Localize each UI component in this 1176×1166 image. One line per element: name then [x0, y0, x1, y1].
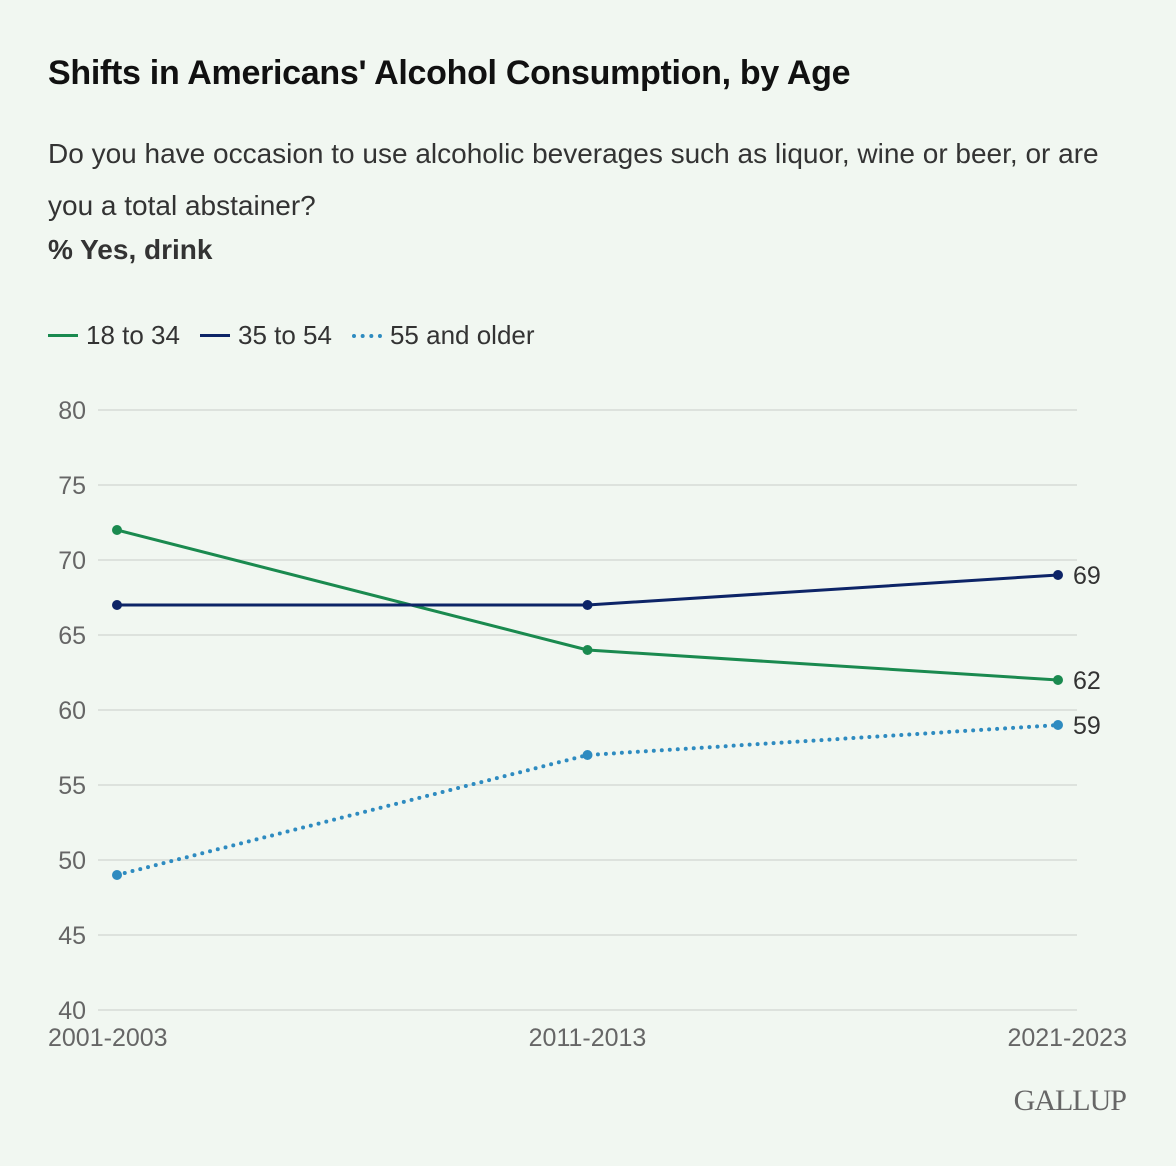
data-point-35-to-54-2 — [1053, 570, 1063, 580]
y-tick-label-60: 60 — [58, 697, 86, 725]
y-tick-label-75: 75 — [58, 472, 86, 500]
series-line-55-and-older — [115, 723, 1060, 877]
y-tick-label-45: 45 — [58, 922, 86, 950]
legend-swatch-18-34 — [48, 334, 78, 337]
legend-label-18-34: 18 to 34 — [86, 320, 180, 350]
y-tick-label-70: 70 — [58, 547, 86, 575]
data-point-18-to-34-2 — [1053, 675, 1063, 685]
end-label-55-and-older: 59 — [1073, 712, 1101, 740]
data-point-55-and-older-2 — [1053, 720, 1063, 730]
data-point-18-to-34-1 — [582, 645, 593, 655]
y-tick-label-65: 65 — [58, 622, 86, 650]
end-label-35-to-54: 69 — [1073, 562, 1101, 590]
y-tick-label-55: 55 — [58, 772, 86, 800]
y-tick-label-40: 40 — [58, 997, 86, 1025]
y-axis-label: % Yes, drink — [48, 234, 213, 265]
legend-swatch-55-older — [351, 333, 382, 338]
legend-item-18-34: 18 to 34 — [48, 320, 180, 351]
y-tick-label-80: 80 — [58, 397, 86, 425]
end-label-18-to-34: 62 — [1073, 667, 1101, 695]
data-point-35-to-54-0 — [112, 600, 122, 610]
x-tick-label-2001-2003: 2001-2003 — [48, 1024, 168, 1052]
gallup-logo: GALLUP — [1013, 1084, 1127, 1117]
data-point-18-to-34-0 — [112, 525, 122, 535]
x-tick-label-2011-2013: 2011-2013 — [529, 1024, 647, 1052]
data-point-55-and-older-1 — [582, 750, 593, 760]
data-point-55-and-older-0 — [112, 870, 122, 880]
x-tick-label-2021-2023: 2021-2023 — [1007, 1024, 1127, 1052]
y-tick-label-50: 50 — [58, 847, 86, 875]
legend-label-55-older: 55 and older — [389, 320, 535, 350]
legend-label-35-54: 35 to 54 — [237, 320, 332, 350]
legend-swatch-35-54 — [199, 334, 230, 337]
legend-item-55-older: 55 and older — [351, 320, 535, 351]
chart-subtitle: Do you have occasion to use alcoholic be… — [48, 138, 1099, 221]
data-point-35-to-54-1 — [582, 600, 593, 610]
chart-title: Shifts in Americans' Alcohol Consumption… — [48, 54, 851, 92]
legend: 18 to 34 35 to 54 55 and older — [48, 320, 555, 351]
legend-item-35-54: 35 to 54 — [199, 320, 332, 351]
